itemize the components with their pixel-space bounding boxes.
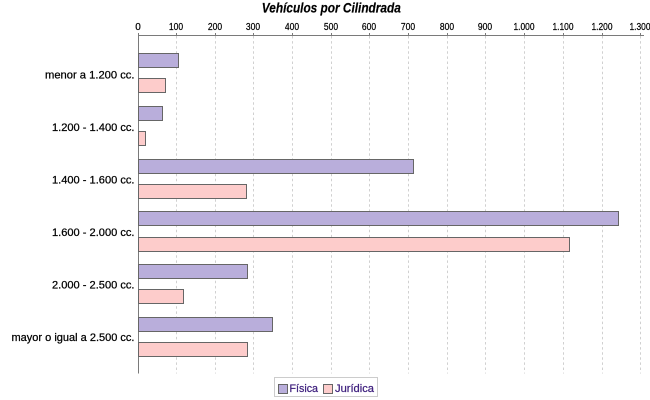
svg-text:0: 0: [135, 22, 141, 33]
svg-text:1.400 - 1.600 cc.: 1.400 - 1.600 cc.: [52, 174, 135, 186]
svg-text:Vehículos por Cilindrada: Vehículos por Cilindrada: [262, 0, 401, 15]
svg-text:Física: Física: [290, 383, 319, 395]
svg-text:2.000 - 2.500 cc.: 2.000 - 2.500 cc.: [52, 279, 135, 291]
svg-text:1.300: 1.300: [630, 22, 650, 33]
svg-text:900: 900: [478, 22, 493, 33]
svg-text:1.200 - 1.400 cc.: 1.200 - 1.400 cc.: [52, 122, 135, 134]
svg-text:menor a 1.200 cc.: menor a 1.200 cc.: [45, 69, 135, 81]
svg-text:1.000: 1.000: [514, 22, 535, 33]
svg-text:Jurídica: Jurídica: [335, 383, 375, 395]
svg-text:200: 200: [208, 22, 223, 33]
svg-text:700: 700: [401, 22, 416, 33]
svg-text:1.100: 1.100: [553, 22, 574, 33]
svg-text:1.200: 1.200: [592, 22, 613, 33]
svg-text:400: 400: [285, 22, 300, 33]
svg-text:800: 800: [440, 22, 455, 33]
svg-text:mayor o igual a 2.500 cc.: mayor o igual a 2.500 cc.: [12, 332, 135, 344]
svg-text:300: 300: [246, 22, 261, 33]
svg-text:100: 100: [169, 22, 184, 33]
svg-text:600: 600: [362, 22, 377, 33]
svg-text:500: 500: [324, 22, 339, 33]
svg-text:1.600 - 2.000 cc.: 1.600 - 2.000 cc.: [52, 227, 135, 239]
